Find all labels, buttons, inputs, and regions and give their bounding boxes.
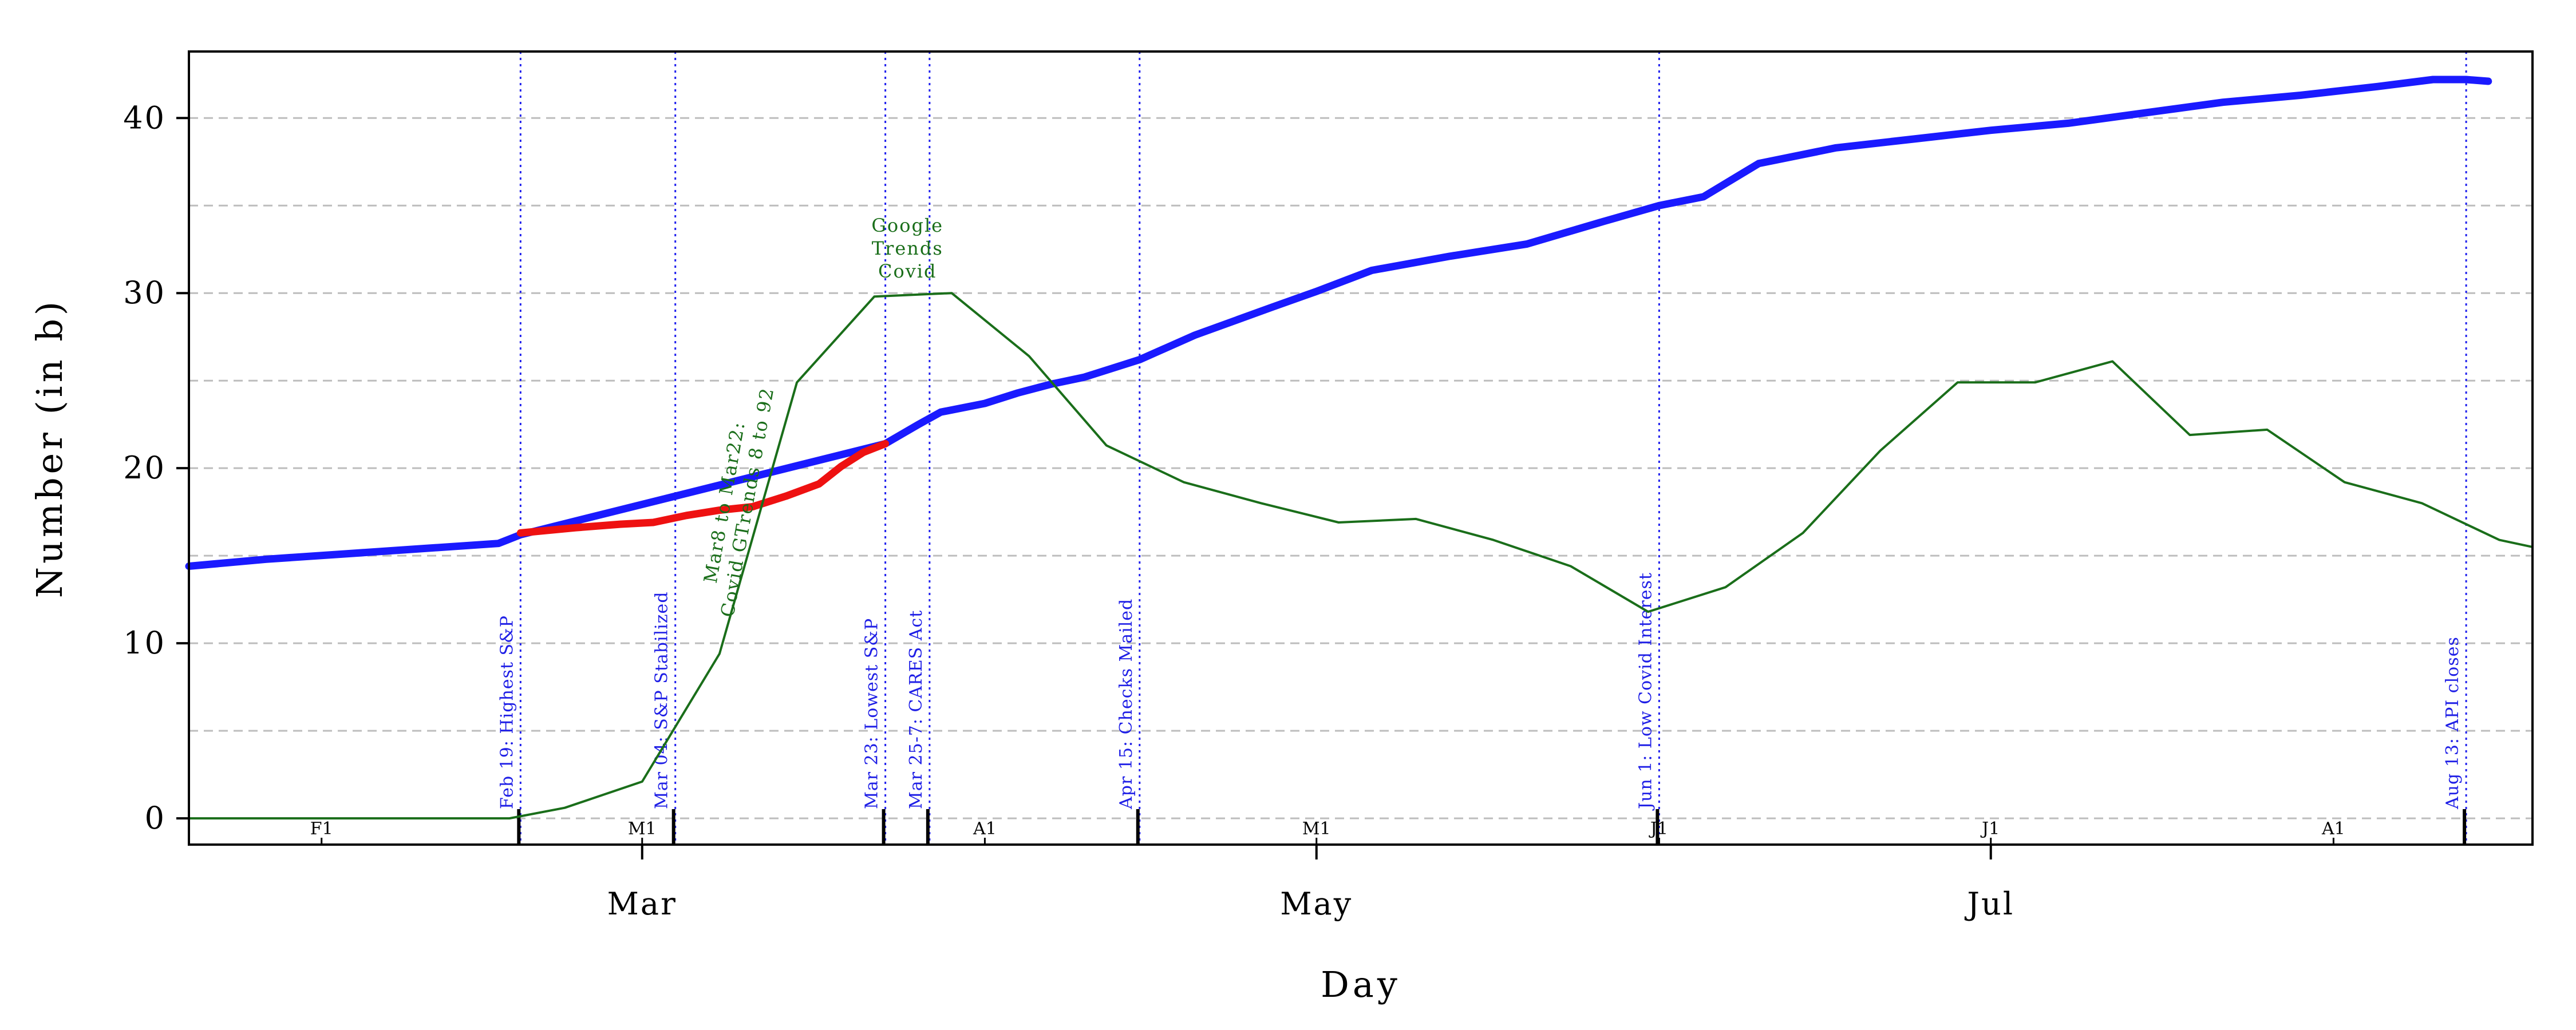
x-axis-title: Day bbox=[1321, 964, 1401, 1005]
event-label: Mar 23: Lowest S&P bbox=[862, 618, 882, 809]
x-minor-tick-label: F1 bbox=[310, 819, 333, 839]
x-tick-label: Jul bbox=[1964, 886, 2014, 922]
data-series bbox=[185, 76, 2534, 820]
series-line-2 bbox=[188, 292, 2534, 820]
y-tick-label: 30 bbox=[123, 275, 166, 311]
x-minor-tick-label: J1 bbox=[1980, 819, 2000, 839]
annotation-line: Trends bbox=[872, 237, 943, 259]
y-tick-label: 0 bbox=[145, 800, 166, 836]
event-label: Mar 04: S&P Stabilized bbox=[652, 591, 672, 809]
x-minor-tick-label: A1 bbox=[973, 819, 997, 839]
y-tick-label: 10 bbox=[123, 625, 166, 661]
x-tick-label: Mar bbox=[607, 886, 677, 922]
y-axis-title: Number (in b) bbox=[29, 298, 70, 598]
y-tick-label: 20 bbox=[123, 450, 166, 486]
series-line-0 bbox=[185, 76, 2492, 570]
event-label: Mar 25-7: CARES Act bbox=[906, 610, 926, 809]
annotation-line: Google bbox=[871, 215, 943, 236]
y-tick-label: 40 bbox=[123, 100, 166, 136]
annotation-line: Covid bbox=[878, 260, 937, 282]
x-minor-tick-label: M1 bbox=[628, 819, 657, 839]
event-label: Aug 13: API closes bbox=[2443, 636, 2463, 810]
x-minor-tick-label: A1 bbox=[2321, 819, 2345, 839]
axes: 0 10 20 30 40 Mar May Jul F1 M1 A1 M1 J1 J1 A1 bbox=[123, 100, 2345, 922]
x-minor-tick-label: J1 bbox=[1649, 819, 1668, 839]
plot-frame bbox=[188, 50, 2534, 846]
event-label: Feb 19: Highest S&P bbox=[497, 615, 517, 809]
gridlines bbox=[189, 117, 2532, 819]
event-lines: Feb 19: Highest S&P Mar 04: S&P Stabilize… bbox=[497, 52, 2467, 845]
series-line-1 bbox=[516, 439, 890, 537]
event-label: Jun 1: Low Covid Interest bbox=[1635, 572, 1656, 811]
x-tick-label: May bbox=[1280, 886, 1353, 922]
event-label: Apr 15: Checks Mailed bbox=[1116, 599, 1136, 810]
x-minor-tick-label: M1 bbox=[1302, 819, 1331, 839]
